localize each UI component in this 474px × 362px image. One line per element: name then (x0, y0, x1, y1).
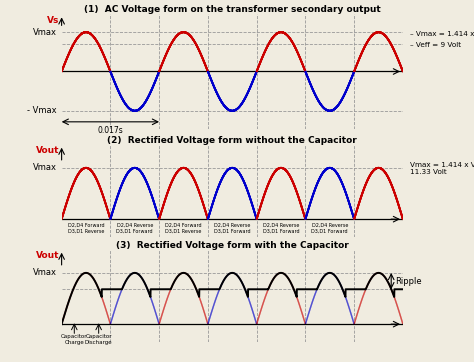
Text: D2,D4 Reverse
D3,D1 Forward: D2,D4 Reverse D3,D1 Forward (117, 223, 153, 234)
Text: (1)  AC Voltage form on the transformer secondary output: (1) AC Voltage form on the transformer s… (84, 5, 381, 14)
Text: D2,D4 Forward
D3,D1 Reverse: D2,D4 Forward D3,D1 Reverse (68, 223, 104, 234)
Text: D2,D4 Reverse
D3,D1 Forward: D2,D4 Reverse D3,D1 Forward (214, 223, 251, 234)
Text: – Veff = 9 Volt: – Veff = 9 Volt (410, 42, 461, 48)
Text: Vmax: Vmax (33, 28, 57, 37)
Text: Vout: Vout (36, 251, 60, 260)
Text: (2)  Rectified Voltage form without the Capacitor: (2) Rectified Voltage form without the C… (108, 136, 357, 145)
Text: (3)  Rectified Voltage form with the Capacitor: (3) Rectified Voltage form with the Capa… (116, 241, 349, 250)
Text: Capacitor
Discharge: Capacitor Discharge (85, 334, 112, 345)
Text: Vmax = 1.414 x Veff – 1.4 Volt =
11.33 Volt: Vmax = 1.414 x Veff – 1.4 Volt = 11.33 V… (410, 162, 474, 175)
Text: Vmax: Vmax (33, 268, 57, 277)
Text: Vout: Vout (36, 146, 60, 155)
Text: Ripple: Ripple (395, 277, 422, 286)
Text: Vmax: Vmax (33, 163, 57, 172)
Text: Capacitor
Charge: Capacitor Charge (61, 334, 88, 345)
Text: - Vmax: - Vmax (27, 106, 57, 115)
Text: 0.017s: 0.017s (98, 126, 123, 135)
Text: D2,D4 Forward
D3,D1 Reverse: D2,D4 Forward D3,D1 Reverse (165, 223, 202, 234)
Text: D2,D4 Reverse
D3,D1 Forward: D2,D4 Reverse D3,D1 Forward (263, 223, 299, 234)
Text: D2,D4 Reverse
D3,D1 Forward: D2,D4 Reverse D3,D1 Forward (311, 223, 348, 234)
Text: Vs: Vs (47, 16, 60, 25)
Text: – Vmax = 1.414 x Veff = 12.73 Volt: – Vmax = 1.414 x Veff = 12.73 Volt (410, 31, 474, 37)
